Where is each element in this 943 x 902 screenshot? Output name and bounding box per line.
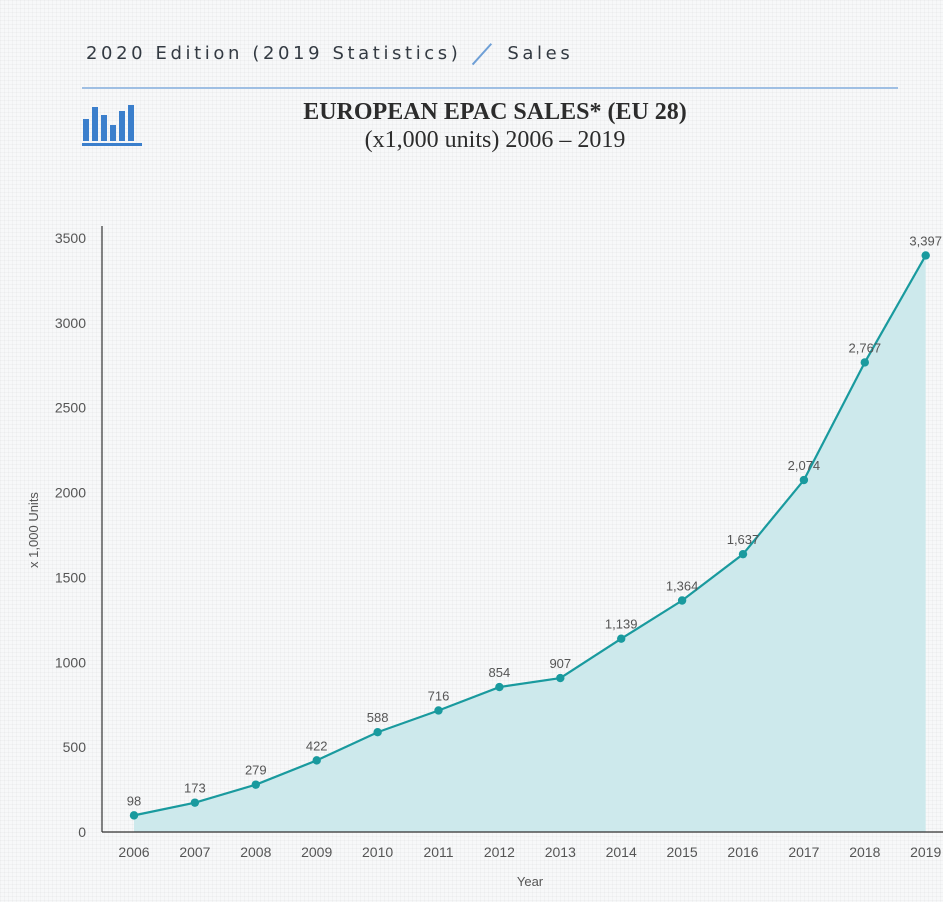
- x-tick-label: 2009: [301, 844, 332, 860]
- x-tick-label: 2006: [118, 844, 149, 860]
- data-point[interactable]: [921, 251, 930, 260]
- data-label: 716: [428, 688, 450, 703]
- data-point[interactable]: [677, 596, 687, 605]
- data-label: 907: [549, 656, 571, 671]
- data-label: 588: [367, 710, 389, 725]
- data-point[interactable]: [373, 728, 382, 737]
- data-label: 1,364: [666, 579, 699, 594]
- data-label: 1,637: [727, 532, 760, 547]
- data-point[interactable]: [495, 682, 504, 692]
- breadcrumb: 2020 Edition (2019 Statistics) Sales: [86, 42, 573, 64]
- x-tick-label: 2007: [179, 844, 210, 860]
- chart-title-block: EUROPEAN EPAC SALES* (EU 28) (x1,000 uni…: [150, 98, 840, 154]
- breadcrumb-edition[interactable]: 2020 Edition (2019 Statistics): [86, 42, 462, 64]
- y-tick-label: 3000: [55, 315, 86, 331]
- x-tick-label: 2019: [910, 844, 941, 860]
- x-tick-label: 2018: [849, 844, 880, 860]
- chart-title: EUROPEAN EPAC SALES* (EU 28): [303, 99, 687, 125]
- y-tick-label: 2500: [55, 400, 86, 416]
- chart-subtitle: (x1,000 units) 2006 – 2019: [364, 127, 626, 153]
- data-label: 1,139: [605, 617, 638, 632]
- breadcrumb-section[interactable]: Sales: [507, 42, 574, 64]
- data-label: 279: [245, 763, 267, 778]
- y-tick-label: 1500: [55, 569, 86, 585]
- bar-chart-icon: [82, 105, 142, 146]
- x-tick-label: 2012: [484, 844, 515, 860]
- y-tick-label: 500: [63, 739, 87, 755]
- y-tick-label: 1000: [55, 654, 86, 670]
- data-point[interactable]: [190, 798, 200, 807]
- x-axis-title: Year: [517, 874, 544, 889]
- data-label: 173: [184, 781, 206, 796]
- y-tick-label: 3500: [55, 230, 86, 246]
- data-label: 3,397: [909, 233, 942, 248]
- y-tick-label: 0: [78, 824, 86, 840]
- data-point[interactable]: [434, 706, 443, 715]
- x-tick-label: 2013: [545, 844, 576, 860]
- data-label: 2,767: [849, 340, 882, 355]
- x-tick-label: 2017: [788, 844, 819, 860]
- data-point[interactable]: [799, 475, 809, 485]
- data-label: 98: [127, 793, 141, 808]
- y-axis-title: x 1,000 Units: [26, 492, 41, 568]
- data-label: 854: [489, 665, 511, 680]
- header-divider: [82, 87, 898, 89]
- data-point[interactable]: [738, 549, 748, 559]
- data-point[interactable]: [556, 673, 565, 683]
- data-point[interactable]: [129, 811, 139, 820]
- x-tick-label: 2011: [423, 844, 453, 860]
- x-tick-label: 2010: [362, 844, 393, 860]
- data-label: 2,074: [788, 458, 821, 473]
- data-point[interactable]: [251, 780, 260, 789]
- y-tick-label: 2000: [55, 485, 86, 501]
- x-tick-label: 2016: [727, 844, 758, 860]
- x-tick-label: 2014: [606, 844, 637, 860]
- x-tick-label: 2015: [667, 844, 698, 860]
- area-fill: [134, 255, 926, 832]
- series-line: [133, 254, 927, 817]
- data-point[interactable]: [312, 756, 321, 765]
- data-point[interactable]: [617, 634, 626, 643]
- x-tick-label: 2008: [240, 844, 271, 860]
- data-point[interactable]: [860, 358, 869, 367]
- data-label: 422: [306, 738, 328, 753]
